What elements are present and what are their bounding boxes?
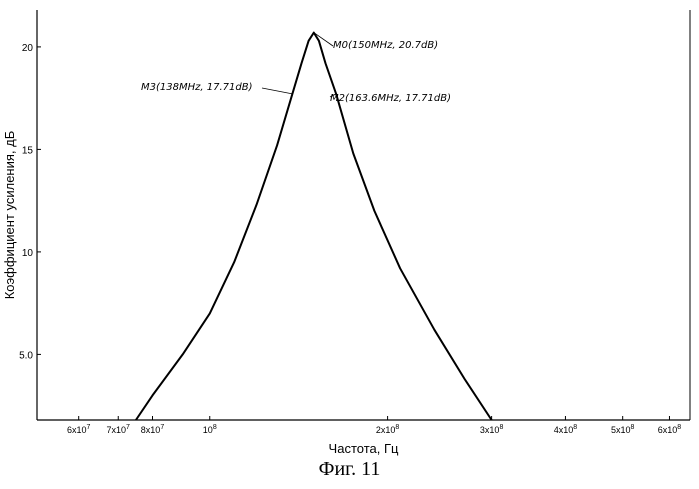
x-tick-label: 108 [203,424,217,435]
x-axis-label: Частота, Гц [329,441,399,456]
x-tick-label: 2x108 [376,424,400,435]
x-tick-labels: 6x107 7x107 8x107 108 2x108 3x108 4x108 5x108 6x… [67,416,681,435]
x-tick-label: 6x107 [67,424,91,435]
y-tick-label: 20 [22,43,34,54]
x-tick-label: 6x108 [658,424,682,435]
x-tick-exponent: 7 [160,424,164,431]
x-tick-label: 8x107 [141,424,165,435]
x-tick-exponent: 8 [677,424,681,431]
y-tick-labels: 5.0 10 15 20 [19,43,41,361]
y-tick-label: 5.0 [19,350,33,361]
gain-chart: 6x107 7x107 8x107 108 2x108 3x108 4x108 5x108 6x… [2,10,691,456]
x-tick-exponent: 7 [126,424,130,431]
marker-leader-line [329,93,337,98]
x-tick-label: 5x108 [611,424,635,435]
figure-caption: Фиг. 11 [318,458,381,480]
marker-leader-line [261,87,293,95]
marker-label: M3(138MHz, 17.71dB) [141,82,252,93]
annotations: M0(150MHz, 20.7dB) M3(138MHz, 17.71dB) M2(… [141,32,451,104]
x-tick-label: 7x107 [107,424,131,435]
gain-curve [135,31,493,421]
y-tick-label: 10 [22,248,34,259]
marker-leader-line [313,32,334,47]
y-tick-label: 15 [22,145,34,156]
y-axis-label: Коэффициент усиления, дБ [2,131,17,300]
series-group [135,31,493,421]
x-tick-exponent: 8 [499,424,503,431]
x-tick-exponent: 8 [213,424,217,431]
x-tick-exponent: 8 [630,424,634,431]
x-tick-exponent: 8 [395,424,399,431]
axes [36,10,691,421]
marker-label: M2(163.6MHz, 17.71dB) [330,93,451,104]
x-tick-exponent: 8 [573,424,577,431]
x-tick-label: 4x108 [554,424,578,435]
x-tick-label: 3x108 [480,424,504,435]
marker-label: M0(150MHz, 20.7dB) [333,40,438,51]
x-tick-exponent: 7 [87,424,91,431]
